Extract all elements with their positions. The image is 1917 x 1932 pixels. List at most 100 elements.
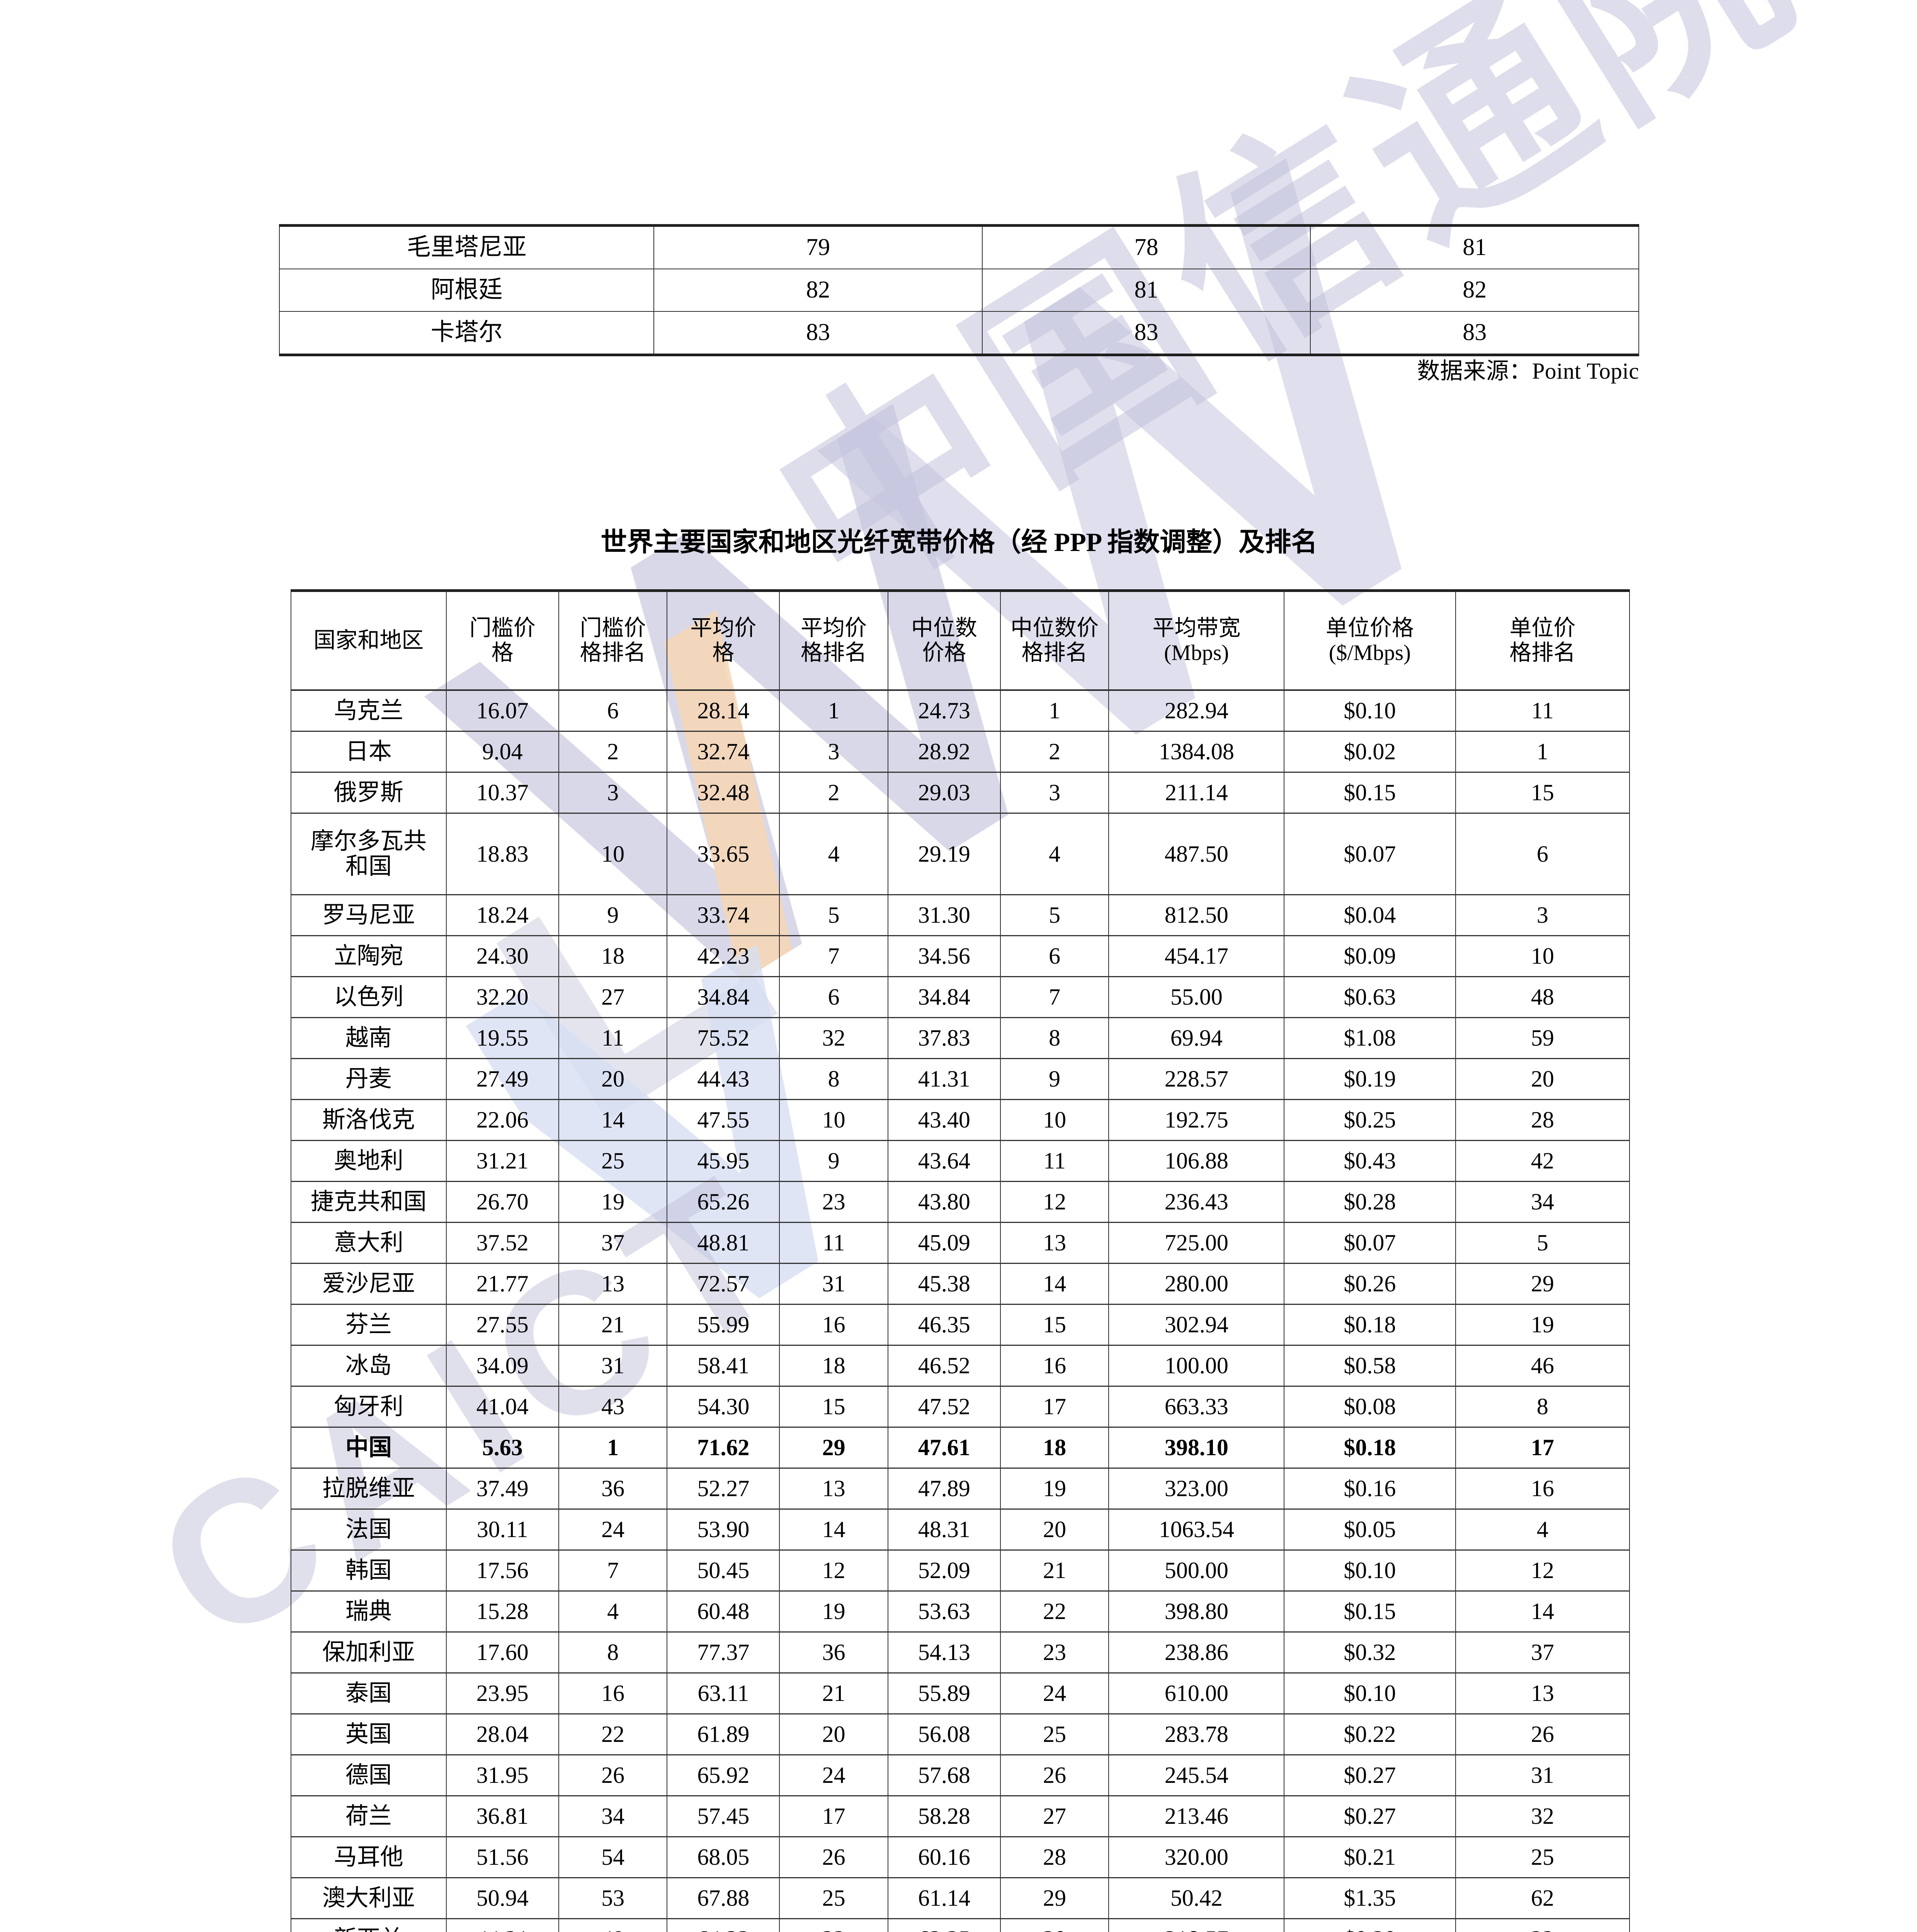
entry-price-cell: 19.55 — [446, 1017, 559, 1059]
median-price-cell: 28.92 — [887, 731, 1001, 773]
average-price-rank-cell: 17 — [779, 1795, 888, 1837]
unit-price-cell: $0.15 — [1284, 1590, 1456, 1633]
average-bandwidth-cell: 282.94 — [1108, 689, 1285, 732]
average-price-rank-cell: 22 — [779, 1918, 888, 1932]
entry-price-rank-cell: 25 — [558, 1140, 668, 1182]
entry-price-rank-cell: 34 — [558, 1795, 668, 1837]
country-name-cell: 日本 — [291, 731, 447, 773]
unit-price-cell: $0.10 — [1284, 689, 1456, 732]
unit-price-cell: $0.09 — [1284, 935, 1456, 977]
median-price-cell: 46.52 — [887, 1345, 1001, 1387]
unit-price-rank-cell: 25 — [1455, 1836, 1630, 1878]
unit-price-cell: $0.07 — [1284, 1222, 1456, 1264]
column-header-label: 中位数价 格排名 — [1010, 616, 1099, 665]
median-price-cell: 34.84 — [887, 976, 1001, 1018]
country-name-cell: 芬兰 — [291, 1304, 447, 1346]
average-price-cell: 67.88 — [667, 1877, 780, 1919]
average-bandwidth-cell: 106.88 — [1108, 1140, 1285, 1182]
rank-cell-1: 83 — [653, 311, 983, 355]
median-price-cell: 43.64 — [887, 1140, 1001, 1182]
entry-price-cell: 50.94 — [446, 1877, 559, 1919]
country-name-cell: 以色列 — [291, 976, 447, 1018]
average-price-cell: 32.48 — [667, 772, 780, 814]
entry-price-cell: 18.24 — [446, 894, 559, 936]
average-price-rank-cell: 24 — [779, 1754, 888, 1796]
continued-ranking-table: 毛里塔尼亚 79 78 81 阿根廷 82 81 82 卡塔尔 83 83 83 — [279, 224, 1639, 356]
unit-price-cell: $0.15 — [1284, 772, 1456, 814]
entry-price-cell: 15.28 — [446, 1590, 559, 1633]
median-price-rank-cell: 22 — [1000, 1590, 1109, 1633]
entry-price-cell: 17.60 — [446, 1631, 559, 1673]
table-row: 匈牙利 41.04 43 54.30 15 47.52 17 663.33 $0.08 8 — [291, 1386, 1630, 1428]
average-bandwidth-cell: 236.43 — [1108, 1181, 1285, 1223]
average-bandwidth-cell: 398.10 — [1108, 1427, 1285, 1469]
unit-price-rank-cell: 13 — [1455, 1672, 1630, 1714]
average-price-rank-cell: 26 — [779, 1836, 888, 1878]
median-price-rank-cell: 30 — [1000, 1918, 1109, 1932]
unit-price-rank-cell: 31 — [1455, 1754, 1630, 1796]
average-price-cell: 47.55 — [667, 1099, 780, 1141]
entry-price-cell: 17.56 — [446, 1549, 559, 1592]
country-name-cell: 拉脱维亚 — [291, 1468, 447, 1510]
median-price-cell: 57.68 — [887, 1754, 1001, 1796]
country-name-cell: 泰国 — [291, 1672, 447, 1714]
average-price-rank-cell: 19 — [779, 1590, 888, 1633]
median-price-cell: 41.31 — [887, 1058, 1001, 1100]
entry-price-rank-cell: 19 — [558, 1181, 668, 1223]
unit-price-rank-cell: 11 — [1455, 689, 1630, 732]
entry-price-cell: 41.04 — [446, 1386, 559, 1428]
country-name-cell: 越南 — [291, 1017, 447, 1059]
entry-price-rank-cell: 37 — [558, 1222, 668, 1264]
entry-price-cell: 28.04 — [446, 1713, 559, 1755]
average-price-rank-cell: 10 — [779, 1099, 888, 1141]
entry-price-rank-cell: 8 — [558, 1631, 668, 1673]
median-price-cell: 47.89 — [887, 1468, 1001, 1510]
median-price-rank-cell: 25 — [1000, 1713, 1109, 1755]
average-price-rank-cell: 14 — [779, 1509, 888, 1551]
column-header-2: 门槛价 格排名 — [558, 590, 668, 691]
table-row: 意大利 37.52 37 48.81 11 45.09 13 725.00 $0.07 5 — [291, 1222, 1630, 1264]
average-price-cell: 77.37 — [667, 1631, 780, 1673]
main-table-title: 世界主要国家和地区光纤宽带价格（经 PPP 指数调整）及排名 — [600, 527, 1318, 557]
median-price-rank-cell: 12 — [1000, 1181, 1109, 1223]
entry-price-cell: 32.20 — [446, 976, 559, 1018]
average-price-cell: 34.84 — [667, 976, 780, 1018]
entry-price-rank-cell: 27 — [558, 976, 668, 1018]
data-source-value: Point Topic — [1532, 358, 1639, 384]
unit-price-rank-cell: 59 — [1455, 1017, 1630, 1059]
unit-price-cell: $1.08 — [1284, 1017, 1456, 1059]
average-price-cell: 55.99 — [667, 1304, 780, 1346]
rank-cell-1: 79 — [653, 225, 983, 269]
median-price-cell: 37.83 — [887, 1017, 1001, 1059]
country-name-cell: 瑞典 — [291, 1590, 447, 1633]
table-row: 奥地利 31.21 25 45.95 9 43.64 11 106.88 $0.43 42 — [291, 1140, 1630, 1182]
average-price-cell: 54.30 — [667, 1386, 780, 1428]
average-price-rank-cell: 18 — [779, 1345, 888, 1387]
median-price-rank-cell: 16 — [1000, 1345, 1109, 1387]
table-row: 德国 31.95 26 65.92 24 57.68 26 245.54 $0.27 31 — [291, 1754, 1630, 1796]
entry-price-cell: 10.37 — [446, 772, 559, 814]
median-price-cell: 29.03 — [887, 772, 1001, 814]
entry-price-cell: 30.11 — [446, 1509, 559, 1551]
unit-price-cell: $0.07 — [1284, 813, 1456, 895]
unit-price-rank-cell: 14 — [1455, 1590, 1630, 1633]
average-price-cell: 58.41 — [667, 1345, 780, 1387]
average-price-rank-cell: 13 — [779, 1468, 888, 1510]
rank-cell-2: 81 — [981, 269, 1311, 312]
country-name-cell: 毛里塔尼亚 — [279, 225, 655, 269]
table-row: 爱沙尼亚 21.77 13 72.57 31 45.38 14 280.00 $0.26 29 — [291, 1263, 1630, 1305]
rank-cell-3: 81 — [1310, 225, 1639, 269]
average-price-rank-cell: 7 — [779, 935, 888, 977]
column-header-8: 单位价格 ($/Mbps) — [1284, 590, 1456, 691]
entry-price-rank-cell: 36 — [558, 1468, 668, 1510]
unit-price-rank-cell: 29 — [1455, 1263, 1630, 1305]
country-name-cell: 爱沙尼亚 — [291, 1263, 447, 1305]
main-table-body: 乌克兰 16.07 6 28.14 1 24.73 1 282.94 $0.10 11 日本 9.04… — [291, 689, 1630, 1932]
average-bandwidth-cell: 238.86 — [1108, 1631, 1285, 1673]
median-price-cell: 54.13 — [887, 1631, 1001, 1673]
median-price-cell: 55.89 — [887, 1672, 1001, 1714]
median-price-rank-cell: 6 — [1000, 935, 1109, 977]
average-price-cell: 32.74 — [667, 731, 780, 773]
table-row: 泰国 23.95 16 63.11 21 55.89 24 610.00 $0.10 13 — [291, 1672, 1630, 1714]
average-bandwidth-cell: 500.00 — [1108, 1549, 1285, 1592]
